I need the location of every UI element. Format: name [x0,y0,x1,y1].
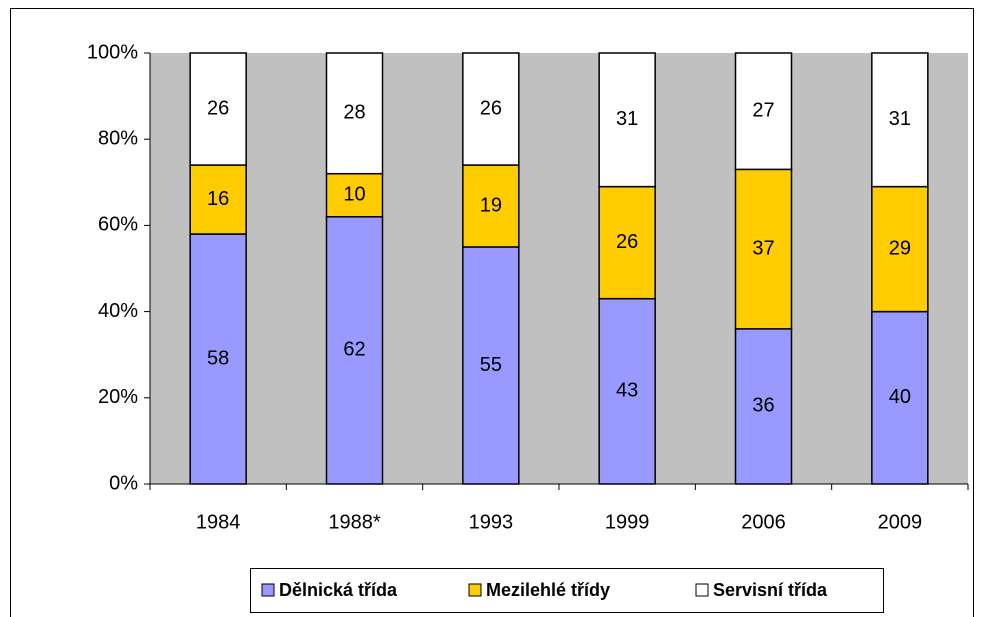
bar-segment [734,328,793,485]
bar-segment [462,164,520,248]
bar-segment [325,216,384,485]
data-label: 37 [752,237,774,259]
data-label: 26 [207,97,229,119]
bar-segment [734,52,793,171]
data-label: 19 [480,194,502,216]
bar-segment [598,52,656,188]
x-tick-label: 1993 [469,511,514,533]
x-tick-label: 1999 [605,511,650,533]
data-label: 31 [889,108,911,130]
bar-segment [871,310,929,485]
bar-segment [462,246,520,485]
y-tick-label: 0% [109,472,138,494]
y-tick-label: 20% [98,386,138,408]
x-tick-label: 1984 [196,511,241,533]
data-label: 16 [207,188,229,210]
x-tick-label: 2009 [878,511,923,533]
plot-area [150,53,968,484]
data-label: 43 [616,380,638,402]
legend-swatch [261,583,275,597]
data-label: 31 [616,108,638,130]
legend-label: Mezilehlé třídy [486,580,610,600]
data-label: 55 [480,354,502,376]
data-label: 29 [889,237,911,259]
legend-box [250,568,884,613]
y-tick-label: 60% [98,214,138,236]
bar-segment [871,52,929,188]
data-label: 26 [616,231,638,253]
bar-segment [871,185,929,313]
bar-segment [189,52,247,166]
bar-segment [462,52,520,166]
y-tick-label: 100% [87,41,138,63]
y-tick-label: 80% [98,127,138,149]
bar-segment [325,172,384,218]
data-label: 58 [207,347,229,369]
data-label: 26 [480,97,502,119]
data-label: 36 [752,395,774,417]
legend-label: Servisní třída [713,580,828,600]
legend-swatch [468,583,482,597]
data-label: 62 [343,339,365,361]
legend-swatch [695,583,709,597]
data-label: 28 [343,102,365,124]
x-tick-label: 2006 [741,511,786,533]
y-tick-label: 40% [98,300,138,322]
data-label: 27 [752,99,774,121]
bar-segment [598,185,656,300]
data-label: 40 [889,386,911,408]
bar-segment [325,52,384,175]
data-label: 10 [343,184,365,206]
legend-label: Dělnická třída [279,580,398,600]
x-tick-label: 1988* [328,511,380,533]
bar-segment [598,297,656,485]
